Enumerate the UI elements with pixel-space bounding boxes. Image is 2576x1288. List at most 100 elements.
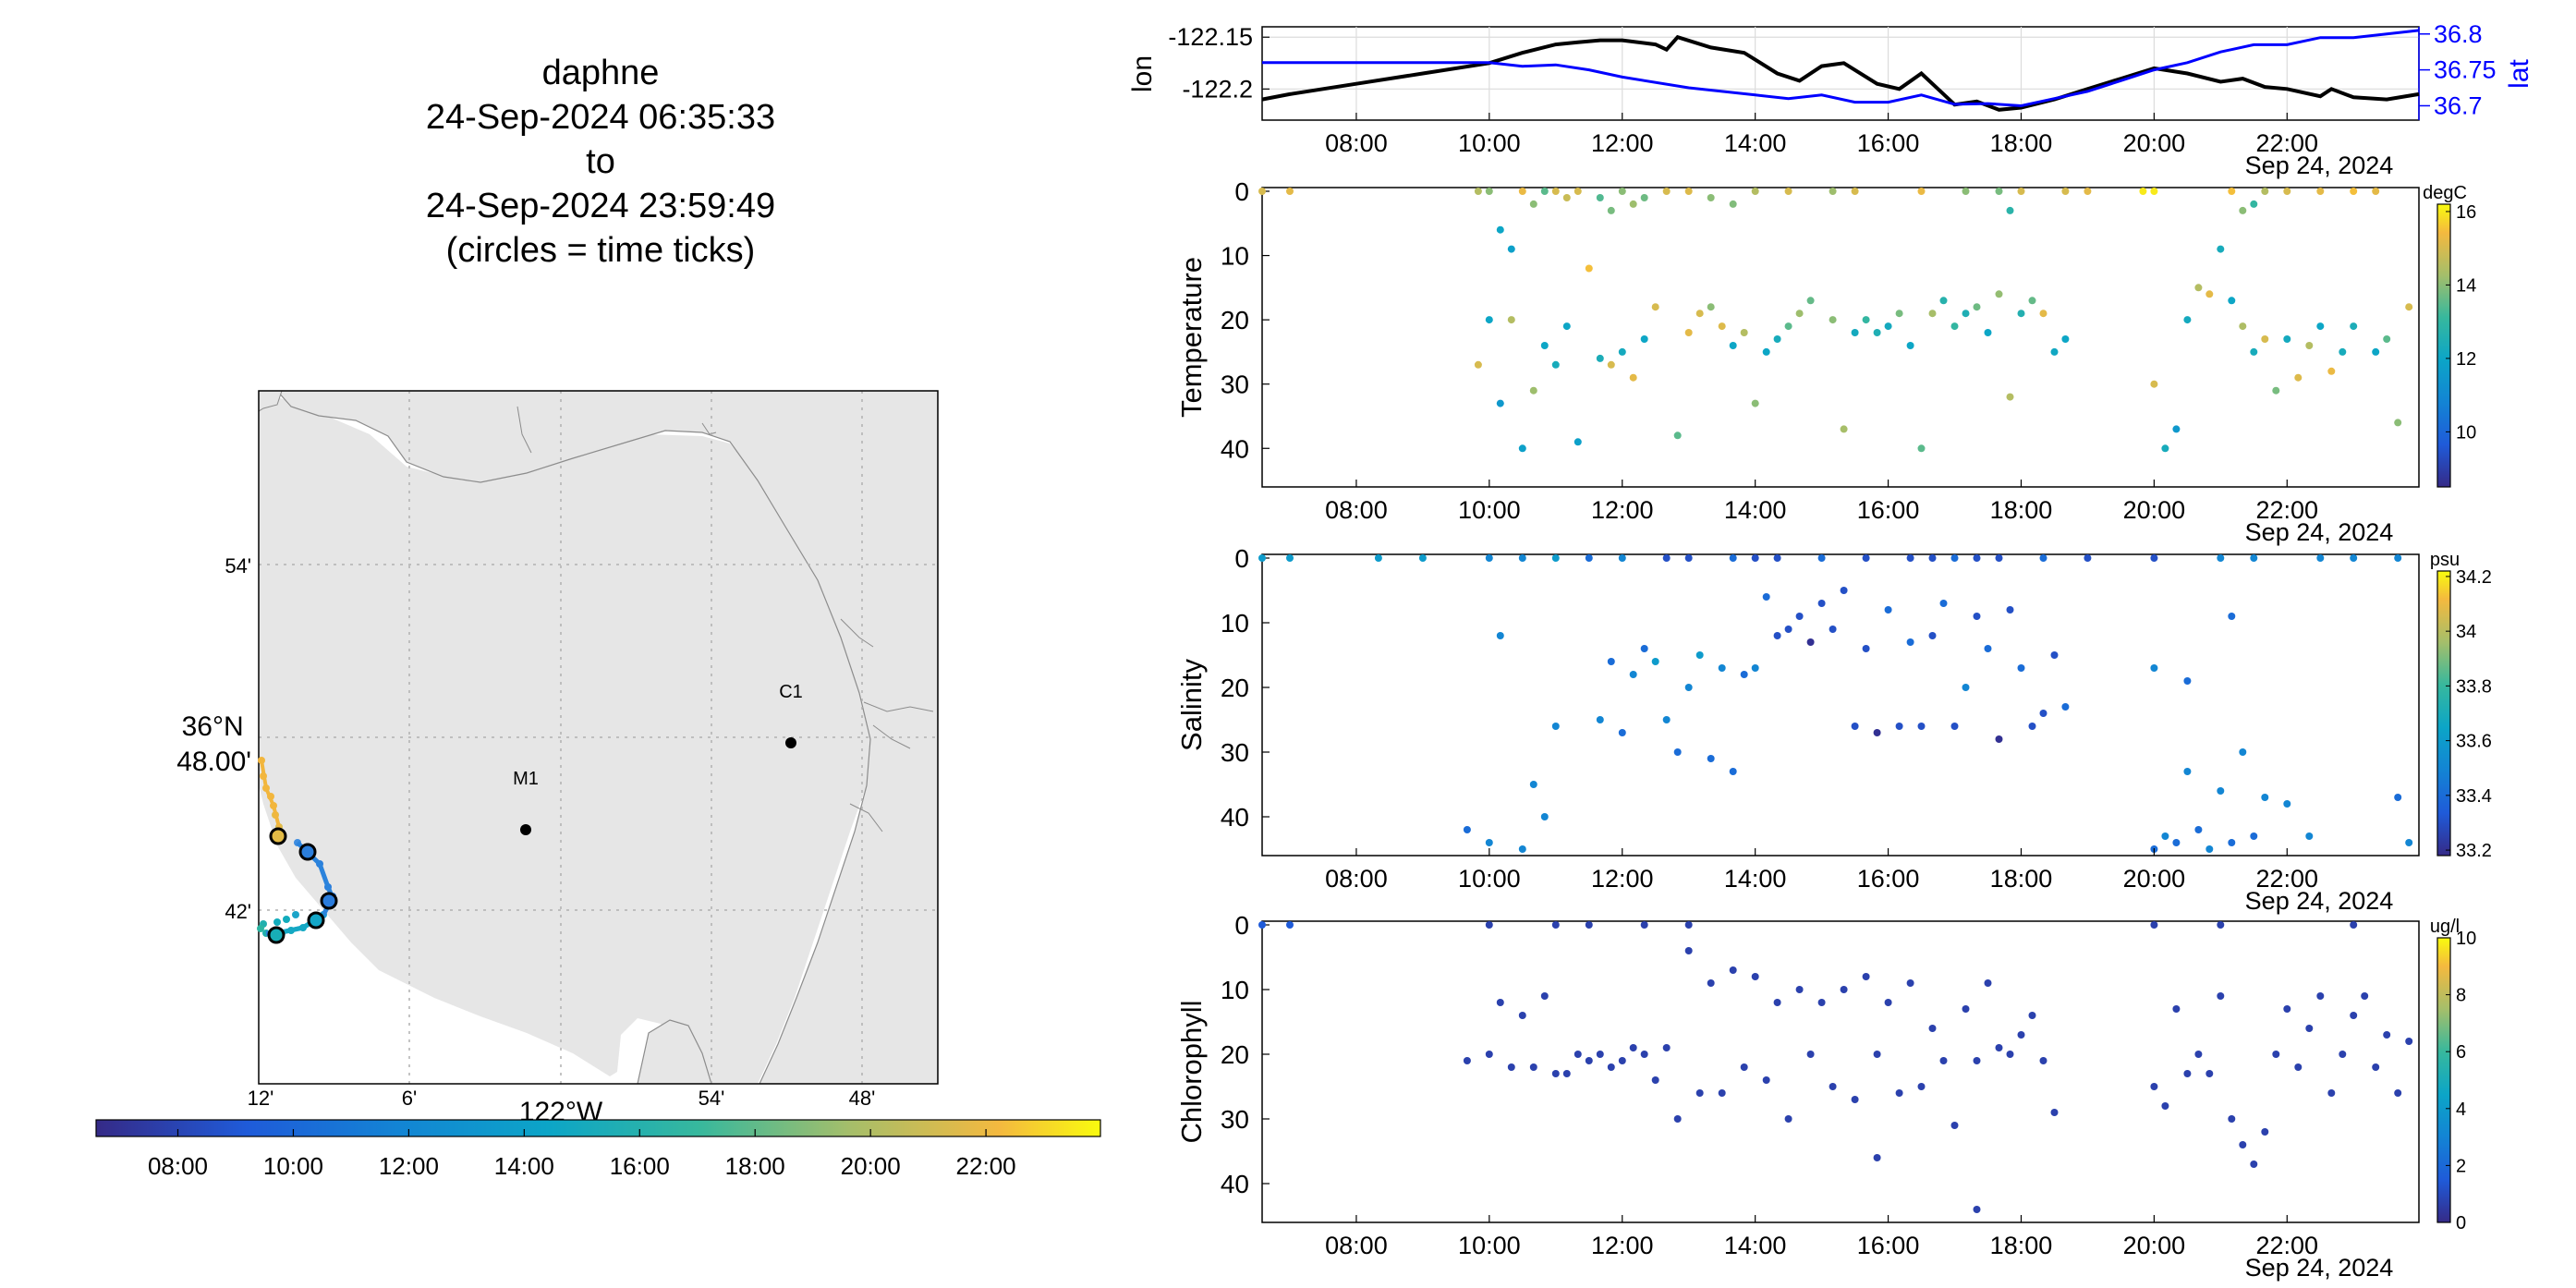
chlorophyll-data-point xyxy=(1651,1076,1659,1084)
land-nw xyxy=(259,391,283,412)
temperature-data-point xyxy=(1984,329,1992,336)
x-tick-label: 08:00 xyxy=(1325,129,1388,157)
chlorophyll-data-point xyxy=(2228,1115,2236,1123)
temperature-data-point xyxy=(2228,297,2236,305)
temperature-data-point xyxy=(1928,310,1937,318)
chlorophyll-data-point xyxy=(2372,1063,2380,1071)
time-tick-marker xyxy=(307,911,325,930)
temperature-colorbar-tick-label: 14 xyxy=(2456,275,2476,296)
salinity-data-point xyxy=(1984,645,1992,652)
lat-axis-label: lat xyxy=(2504,58,2534,88)
chlorophyll-colorbar xyxy=(2436,937,2451,1223)
chlorophyll-data-point xyxy=(1684,947,1693,954)
x-tick-label: 22:00 xyxy=(2256,496,2319,524)
salinity-data-point xyxy=(1950,723,1959,730)
salinity-data-point xyxy=(1795,613,1804,620)
chlorophyll-data-point xyxy=(2028,1012,2036,1019)
chlorophyll-colorbar-tick-label: 0 xyxy=(2456,1213,2466,1233)
chlorophyll-data-point xyxy=(2161,1102,2169,1110)
temperature-data-point xyxy=(2294,373,2303,382)
temperature-data-point xyxy=(1684,329,1693,336)
x-tick-label: 20:00 xyxy=(2123,1232,2186,1259)
salinity-data-point xyxy=(1973,613,1981,620)
salinity-data-point xyxy=(1258,554,1266,562)
chlorophyll-axes-frame xyxy=(1261,920,2420,1223)
chlorophyll-data-point xyxy=(1895,1089,1903,1097)
temperature-y-tick-label: 40 xyxy=(1221,434,1249,463)
temperature-data-point xyxy=(1673,431,1682,440)
chlorophyll-data-point xyxy=(2316,992,2325,1000)
station-c1-label: C1 xyxy=(779,682,803,702)
chlorophyll-data-point xyxy=(2217,992,2225,1000)
temperature-data-point xyxy=(1529,386,1537,395)
temperature-data-point xyxy=(2061,335,2070,343)
temperature-data-point xyxy=(1740,329,1748,336)
temperature-data-point xyxy=(2194,284,2203,292)
chlorophyll-data-point xyxy=(1540,992,1549,1000)
chlorophyll-data-point xyxy=(1640,1051,1648,1058)
temperature-data-point xyxy=(1496,225,1504,234)
salinity-data-point xyxy=(2305,832,2314,840)
temperature-data-point xyxy=(1562,322,1571,331)
temperature-data-point xyxy=(2350,188,2358,195)
chlorophyll-data-point xyxy=(2194,1051,2203,1058)
station-c1-marker xyxy=(785,737,796,748)
chlorophyll-data-point xyxy=(1862,973,1870,980)
chlorophyll-data-point xyxy=(1518,1012,1526,1019)
chlorophyll-data-point xyxy=(1607,1063,1615,1071)
map-lat-tick-54: 54' xyxy=(225,554,251,577)
temperature-data-point xyxy=(1540,188,1549,195)
station-m1-label: M1 xyxy=(513,769,539,789)
vehicle-track xyxy=(257,757,338,944)
salinity-data-point xyxy=(1540,813,1549,820)
temperature-data-point xyxy=(2283,335,2291,343)
temperature-colorbar-tick-label: 16 xyxy=(2456,202,2476,223)
salinity-data-point xyxy=(1485,839,1493,846)
temperature-data-point xyxy=(2239,206,2247,214)
salinity-data-point xyxy=(2350,554,2358,562)
temperature-data-point xyxy=(1718,322,1726,331)
temperature-data-point xyxy=(1540,342,1549,349)
salinity-data-point xyxy=(1973,554,1981,562)
temperature-data-point xyxy=(2205,290,2214,298)
chlorophyll-colorbar-tick-label: 6 xyxy=(2456,1042,2466,1063)
temperature-data-point xyxy=(1950,322,1959,331)
chlorophyll-y-tick-label: 10 xyxy=(1221,976,1249,1004)
temperature-data-point xyxy=(1962,310,1970,318)
salinity-y-tick-label: 10 xyxy=(1221,609,1249,638)
x-tick-label: 10:00 xyxy=(1458,865,1521,893)
chlorophyll-colorbar-tick-label: 4 xyxy=(2456,1100,2466,1120)
x-date-label: Sep 24, 2024 xyxy=(2245,1254,2394,1282)
lat-series-line xyxy=(1262,29,2420,108)
track-colorbar-tick-label: 20:00 xyxy=(841,1152,901,1180)
time-tick-marker xyxy=(267,926,286,944)
salinity-data-point xyxy=(1995,735,2003,743)
x-date-label: Sep 24, 2024 xyxy=(2245,518,2394,546)
map-lon-tick-6: 6' xyxy=(402,1087,417,1110)
salinity-data-point xyxy=(1529,781,1537,788)
temperature-data-point xyxy=(2283,188,2291,195)
temperature-data-point xyxy=(1884,322,1892,331)
chlorophyll-data-point xyxy=(1873,1051,1881,1058)
chlorophyll-data-point xyxy=(1784,1115,1792,1123)
salinity-colorbar-tick-label: 34.2 xyxy=(2456,567,2492,588)
x-tick-label: 18:00 xyxy=(1990,129,2053,157)
chlorophyll-data-point xyxy=(2394,1089,2402,1097)
title-line-end: 24-Sep-2024 23:59:49 xyxy=(425,187,776,225)
chlorophyll-data-point xyxy=(1817,999,1826,1006)
temperature-data-point xyxy=(2239,322,2247,331)
temperature-y-tick-label: 20 xyxy=(1221,306,1249,334)
temperature-data-point xyxy=(1751,399,1759,407)
salinity-data-point xyxy=(2283,800,2291,808)
salinity-data-point xyxy=(2183,677,2192,685)
chlorophyll-data-point xyxy=(1950,1122,1959,1129)
salinity-data-point xyxy=(1862,645,1870,652)
salinity-data-point xyxy=(2217,787,2225,795)
map-lon-tick-48: 48' xyxy=(849,1087,876,1110)
map-lat-tick-42: 42' xyxy=(225,900,251,923)
temperature-data-point xyxy=(2084,188,2092,195)
chlorophyll-data-point xyxy=(1596,1051,1604,1058)
